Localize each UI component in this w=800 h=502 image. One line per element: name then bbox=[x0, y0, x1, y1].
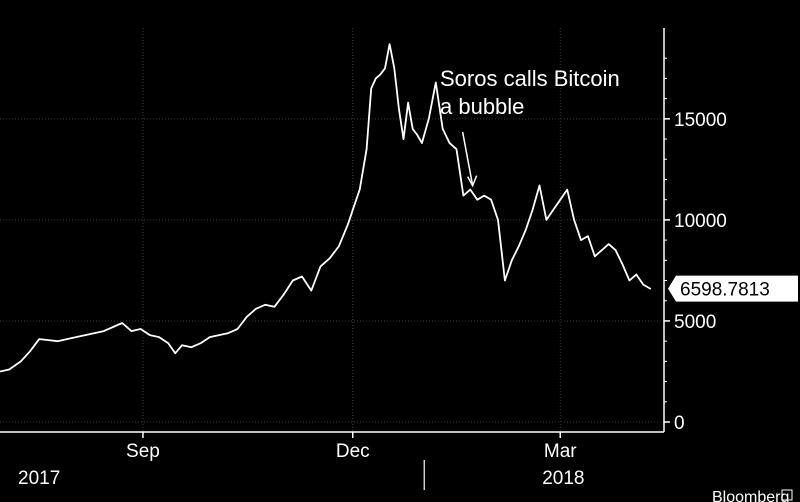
x-tick-label-sep: Sep bbox=[126, 441, 160, 462]
annotation-arrow bbox=[461, 131, 474, 186]
annotation-arrowhead bbox=[466, 175, 478, 188]
annotation-text-line-0: Soros calls Bitcoin bbox=[440, 66, 620, 91]
y-tick-label-10000: 10000 bbox=[674, 211, 727, 232]
y-tick-label-0: 0 bbox=[674, 413, 685, 434]
year-label-2017: 2017 bbox=[18, 468, 60, 489]
last-value-tag bbox=[668, 275, 798, 302]
grid-lines bbox=[0, 28, 664, 432]
source-brand: Bloomberg bbox=[712, 489, 789, 502]
brand-icon bbox=[781, 489, 793, 501]
y-tick-label-15000: 15000 bbox=[674, 110, 727, 131]
series-layer bbox=[0, 43, 652, 373]
annotation-text-line-1: a bubble bbox=[440, 94, 524, 119]
label-layer: 0 5000 10000 15000 Sep Dec Mar 2017 2018 6598.781… bbox=[18, 110, 798, 502]
annotation-layer: Soros calls Bitcoin a bubble bbox=[440, 66, 620, 188]
y-tick-label-5000: 5000 bbox=[674, 312, 716, 333]
last-value-text: 6598.7813 bbox=[680, 280, 770, 301]
series-line-0 bbox=[0, 43, 652, 373]
year-label-2018: 2018 bbox=[542, 468, 584, 489]
x-tick-label-mar: Mar bbox=[544, 441, 577, 462]
x-tick-label-dec: Dec bbox=[336, 441, 370, 462]
axes bbox=[0, 28, 670, 490]
